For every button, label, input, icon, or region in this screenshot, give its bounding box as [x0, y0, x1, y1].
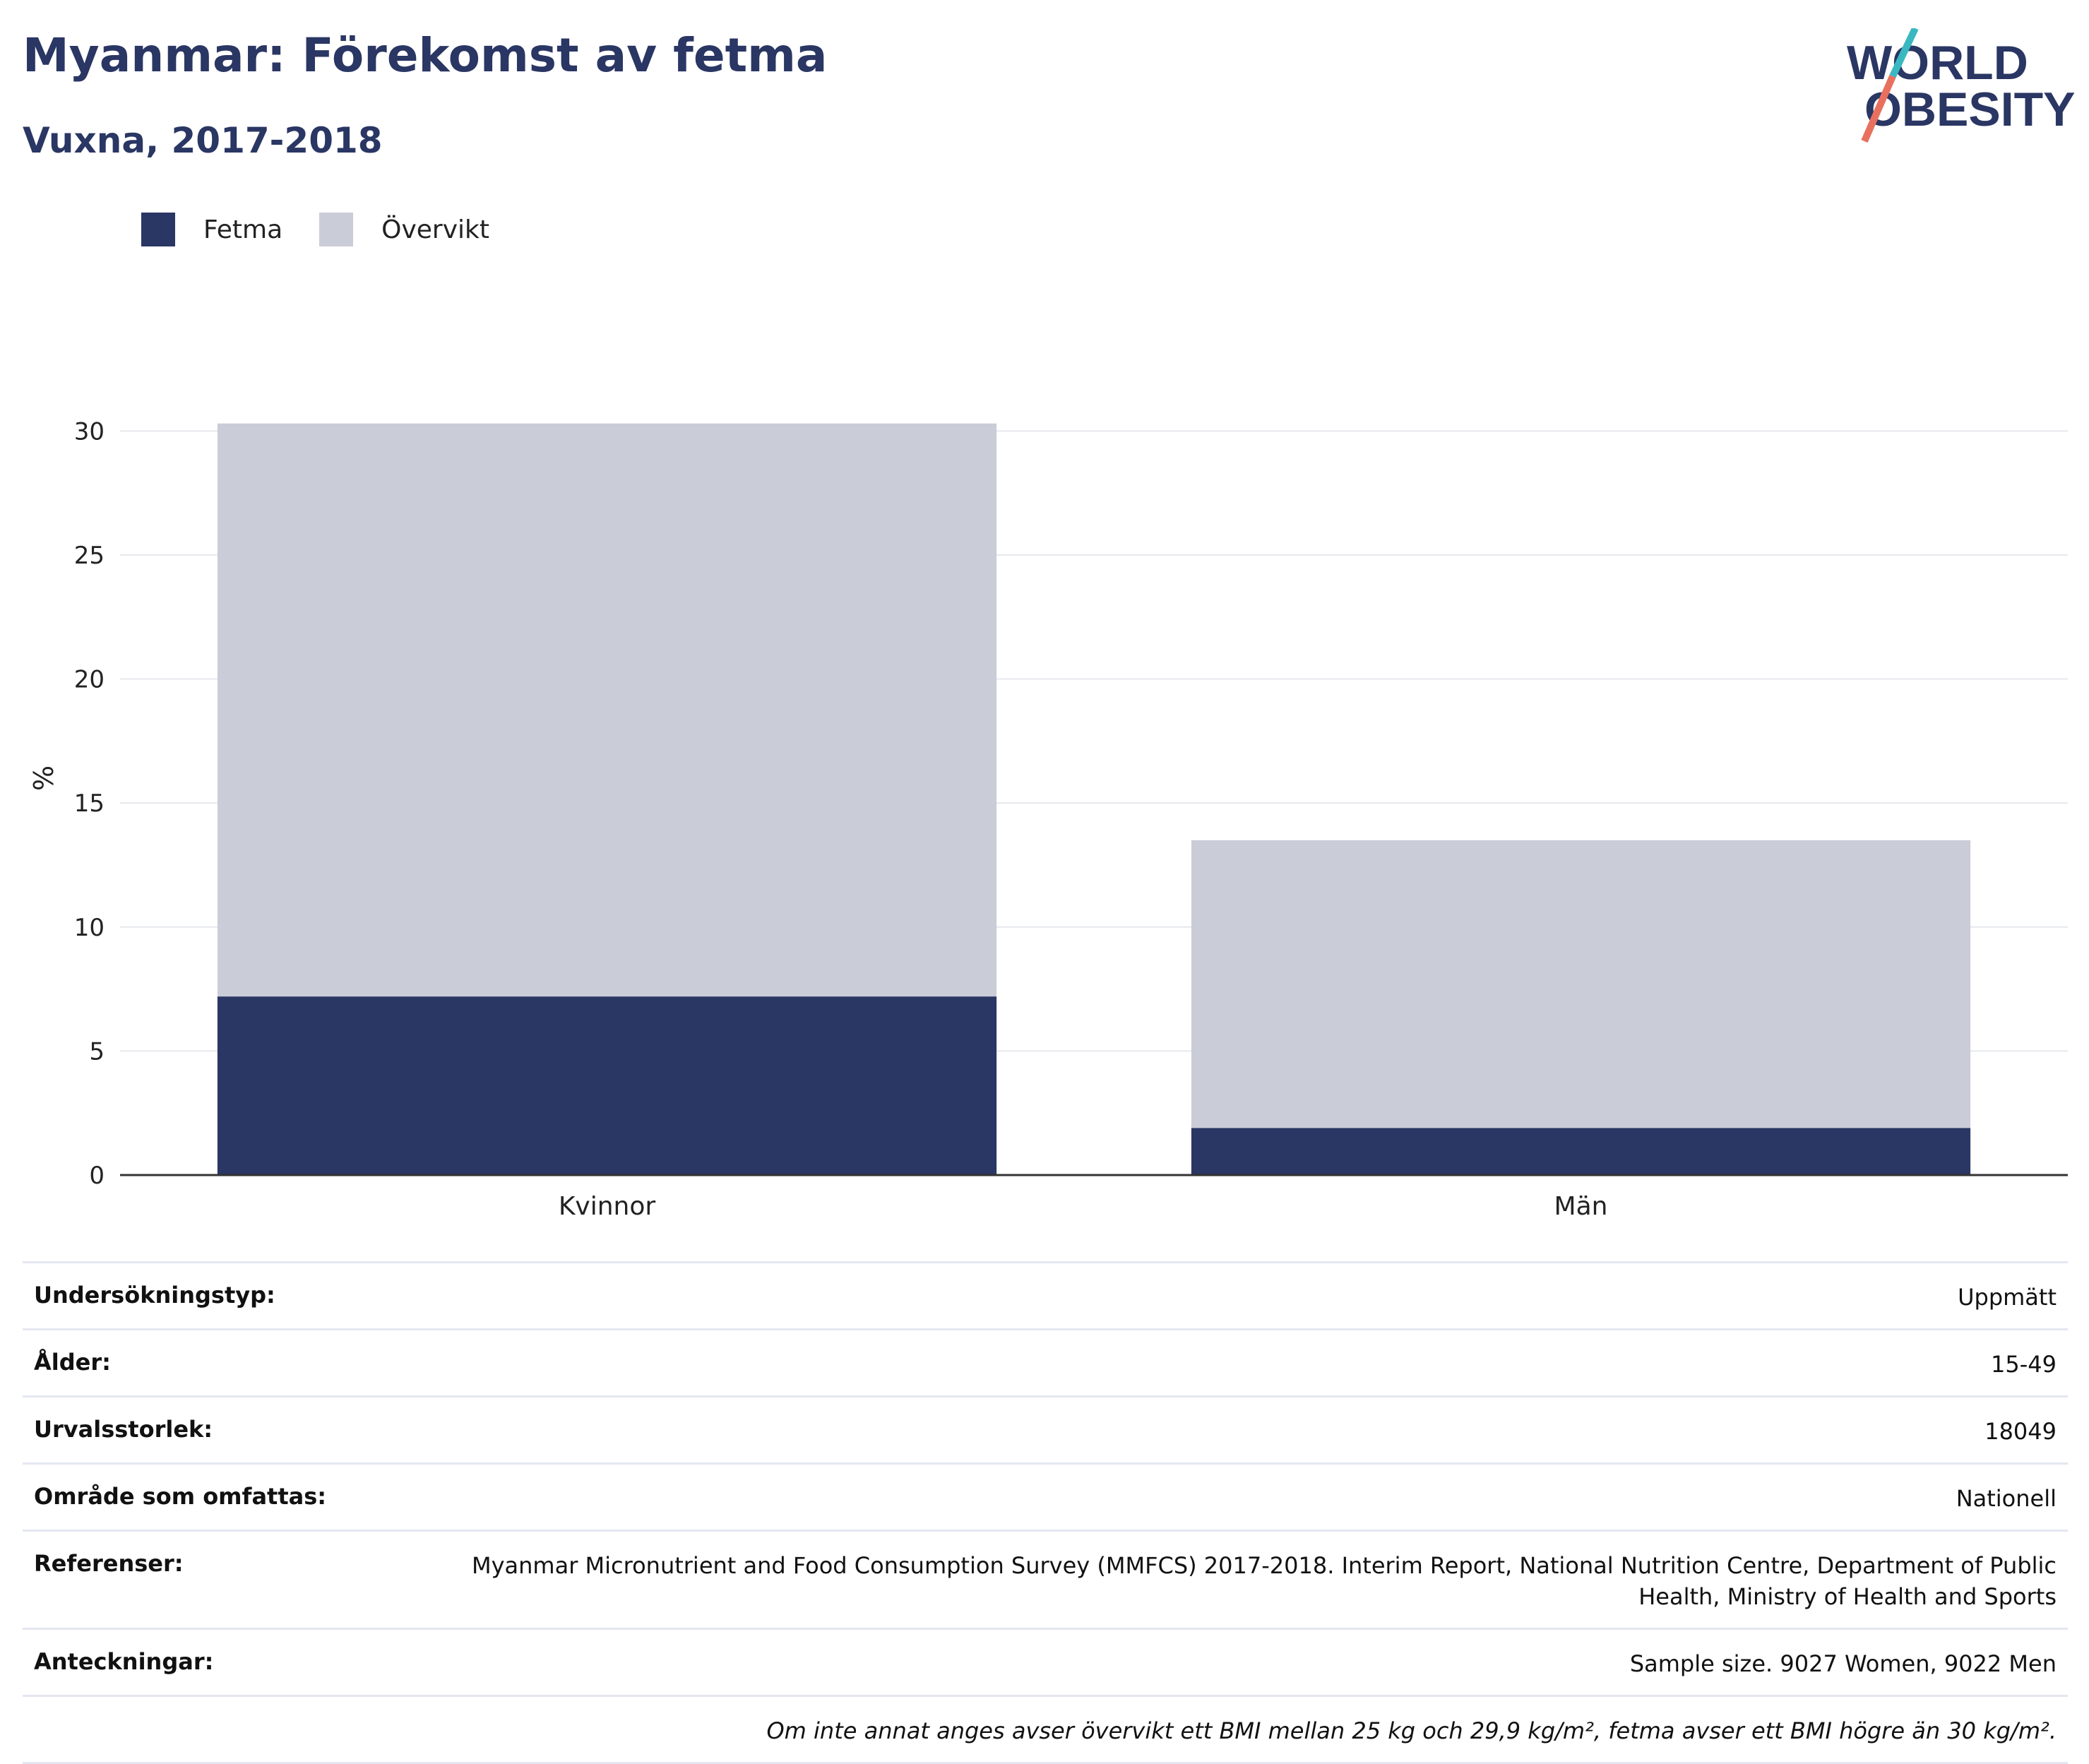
page-title: Myanmar: Förekomst av fetma: [23, 28, 828, 83]
legend-swatch-fetma: [141, 213, 175, 246]
bar-overvikt-0: [217, 423, 997, 997]
info-row-survey-type: Undersökningstyp: Uppmätt: [23, 1263, 2068, 1330]
info-row-notes: Anteckningar: Sample size. 9027 Women, 9…: [23, 1630, 2068, 1697]
world-obesity-logo: WORLD OBESITY: [1847, 28, 2076, 143]
bar-fetma-1: [1191, 1128, 1971, 1175]
info-value: Nationell: [1956, 1485, 2057, 1512]
info-row-age: Ålder: 15-49: [23, 1330, 2068, 1398]
chart-legend: Fetma Övervikt: [141, 212, 526, 247]
bar-fetma-0: [217, 996, 997, 1175]
info-row-references: Referenser: Myanmar Micronutrient and Fo…: [23, 1532, 2068, 1630]
bar-overvikt-1: [1191, 840, 1971, 1128]
info-key: Urvalsstorlek:: [34, 1416, 213, 1443]
y-tick-label: 20: [74, 666, 105, 694]
legend-label-fetma: Fetma: [203, 215, 283, 244]
info-key: Referenser:: [34, 1550, 184, 1577]
legend-item-fetma[interactable]: Fetma: [141, 213, 282, 246]
footnote-text: Om inte annat anges avser övervikt ett B…: [766, 1717, 2057, 1744]
info-value: 18049: [1984, 1418, 2057, 1445]
x-tick-label: Kvinnor: [559, 1192, 656, 1221]
logo-word-world: WORLD: [1847, 36, 2028, 90]
legend-item-overvikt[interactable]: Övervikt: [319, 213, 489, 246]
info-value: 15-49: [1991, 1351, 2057, 1378]
page-subtitle: Vuxna, 2017-2018: [23, 120, 383, 161]
y-tick-label: 10: [74, 914, 105, 942]
info-key: Ålder:: [34, 1349, 111, 1376]
y-tick-label: 25: [74, 542, 105, 570]
info-key: Område som omfattas:: [34, 1483, 327, 1510]
legend-swatch-overvikt: [319, 213, 354, 246]
x-tick-label: Män: [1554, 1192, 1608, 1221]
bar-chart: 0 5 10 15 20 25 30% Kvinnor Män: [28, 417, 2068, 1221]
legend-label-overvikt: Övervikt: [381, 215, 489, 244]
y-axis-title: %: [28, 765, 59, 791]
y-tick-label: 15: [74, 789, 105, 818]
info-key: Anteckningar:: [34, 1648, 214, 1675]
info-row-sample-size: Urvalsstorlek: 18049: [23, 1398, 2068, 1465]
info-value: Myanmar Micronutrient and Food Consumpti…: [471, 1552, 2057, 1610]
info-key: Undersökningstyp:: [34, 1282, 275, 1309]
logo-word-obesity: OBESITY: [1864, 83, 2076, 136]
info-value: Sample size. 9027 Women, 9022 Men: [1629, 1650, 2057, 1677]
y-tick-label: 5: [89, 1037, 105, 1066]
info-table: Undersökningstyp: Uppmätt Ålder: 15-49 U…: [23, 1261, 2068, 1764]
info-row-coverage: Område som omfattas: Nationell: [23, 1465, 2068, 1532]
info-row-footnote: Om inte annat anges avser övervikt ett B…: [23, 1697, 2068, 1764]
info-value: Uppmätt: [1958, 1284, 2057, 1311]
y-tick-label: 30: [74, 417, 105, 446]
y-tick-label: 0: [89, 1162, 105, 1190]
